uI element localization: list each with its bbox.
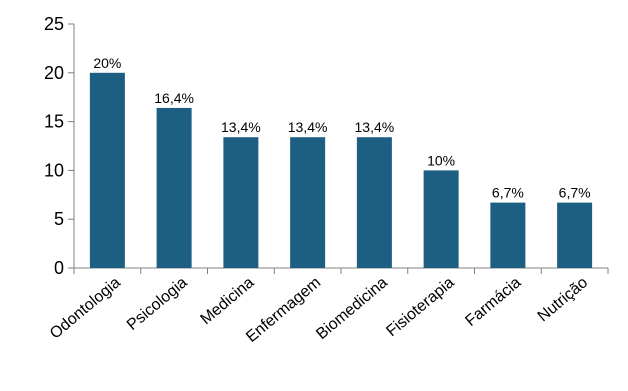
data-label-4: 13,4%: [355, 119, 395, 135]
bar-6: [490, 202, 526, 268]
category-label-4: Biomedicina: [313, 274, 391, 343]
bar-4: [356, 137, 392, 268]
bar-3: [290, 137, 326, 268]
y-tick-label: 10: [44, 160, 64, 180]
bar-5: [423, 170, 459, 268]
x-axis: [73, 267, 609, 274]
category-label-1: Psicologia: [124, 274, 191, 334]
y-tick-label: 5: [54, 209, 64, 229]
y-tick-label: 15: [44, 112, 64, 132]
bar-1: [156, 107, 192, 268]
data-label-1: 16,4%: [154, 90, 194, 106]
data-label-5: 10%: [427, 152, 455, 168]
category-label-6: Farmácia: [462, 274, 524, 330]
y-tick-label: 20: [44, 63, 64, 83]
bar-2: [223, 137, 259, 268]
bar-0: [89, 72, 125, 268]
data-label-3: 13,4%: [288, 119, 328, 135]
category-label-0: Odontologia: [47, 274, 124, 343]
data-label-7: 6,7%: [559, 185, 591, 201]
data-label-2: 13,4%: [221, 119, 261, 135]
y-tick-label: 0: [54, 258, 64, 278]
y-axis: 0 5 10 15 20 25: [44, 14, 75, 278]
bar-7: [557, 202, 593, 268]
category-label-2: Medicina: [197, 274, 257, 328]
category-label-5: Fisioterapia: [383, 274, 457, 340]
y-tick-label: 25: [44, 14, 64, 34]
bars: [89, 72, 593, 268]
category-labels: Odontologia Psicologia MedicinaEnfermagemB…: [47, 274, 591, 346]
data-labels: 20% 16,4% 13,4% 13,4% 13,4% 10% 6,7% 6,7%: [93, 55, 590, 201]
data-label-0: 20%: [93, 55, 121, 71]
category-label-7: Nutrição: [535, 274, 592, 325]
data-label-6: 6,7%: [492, 185, 524, 201]
